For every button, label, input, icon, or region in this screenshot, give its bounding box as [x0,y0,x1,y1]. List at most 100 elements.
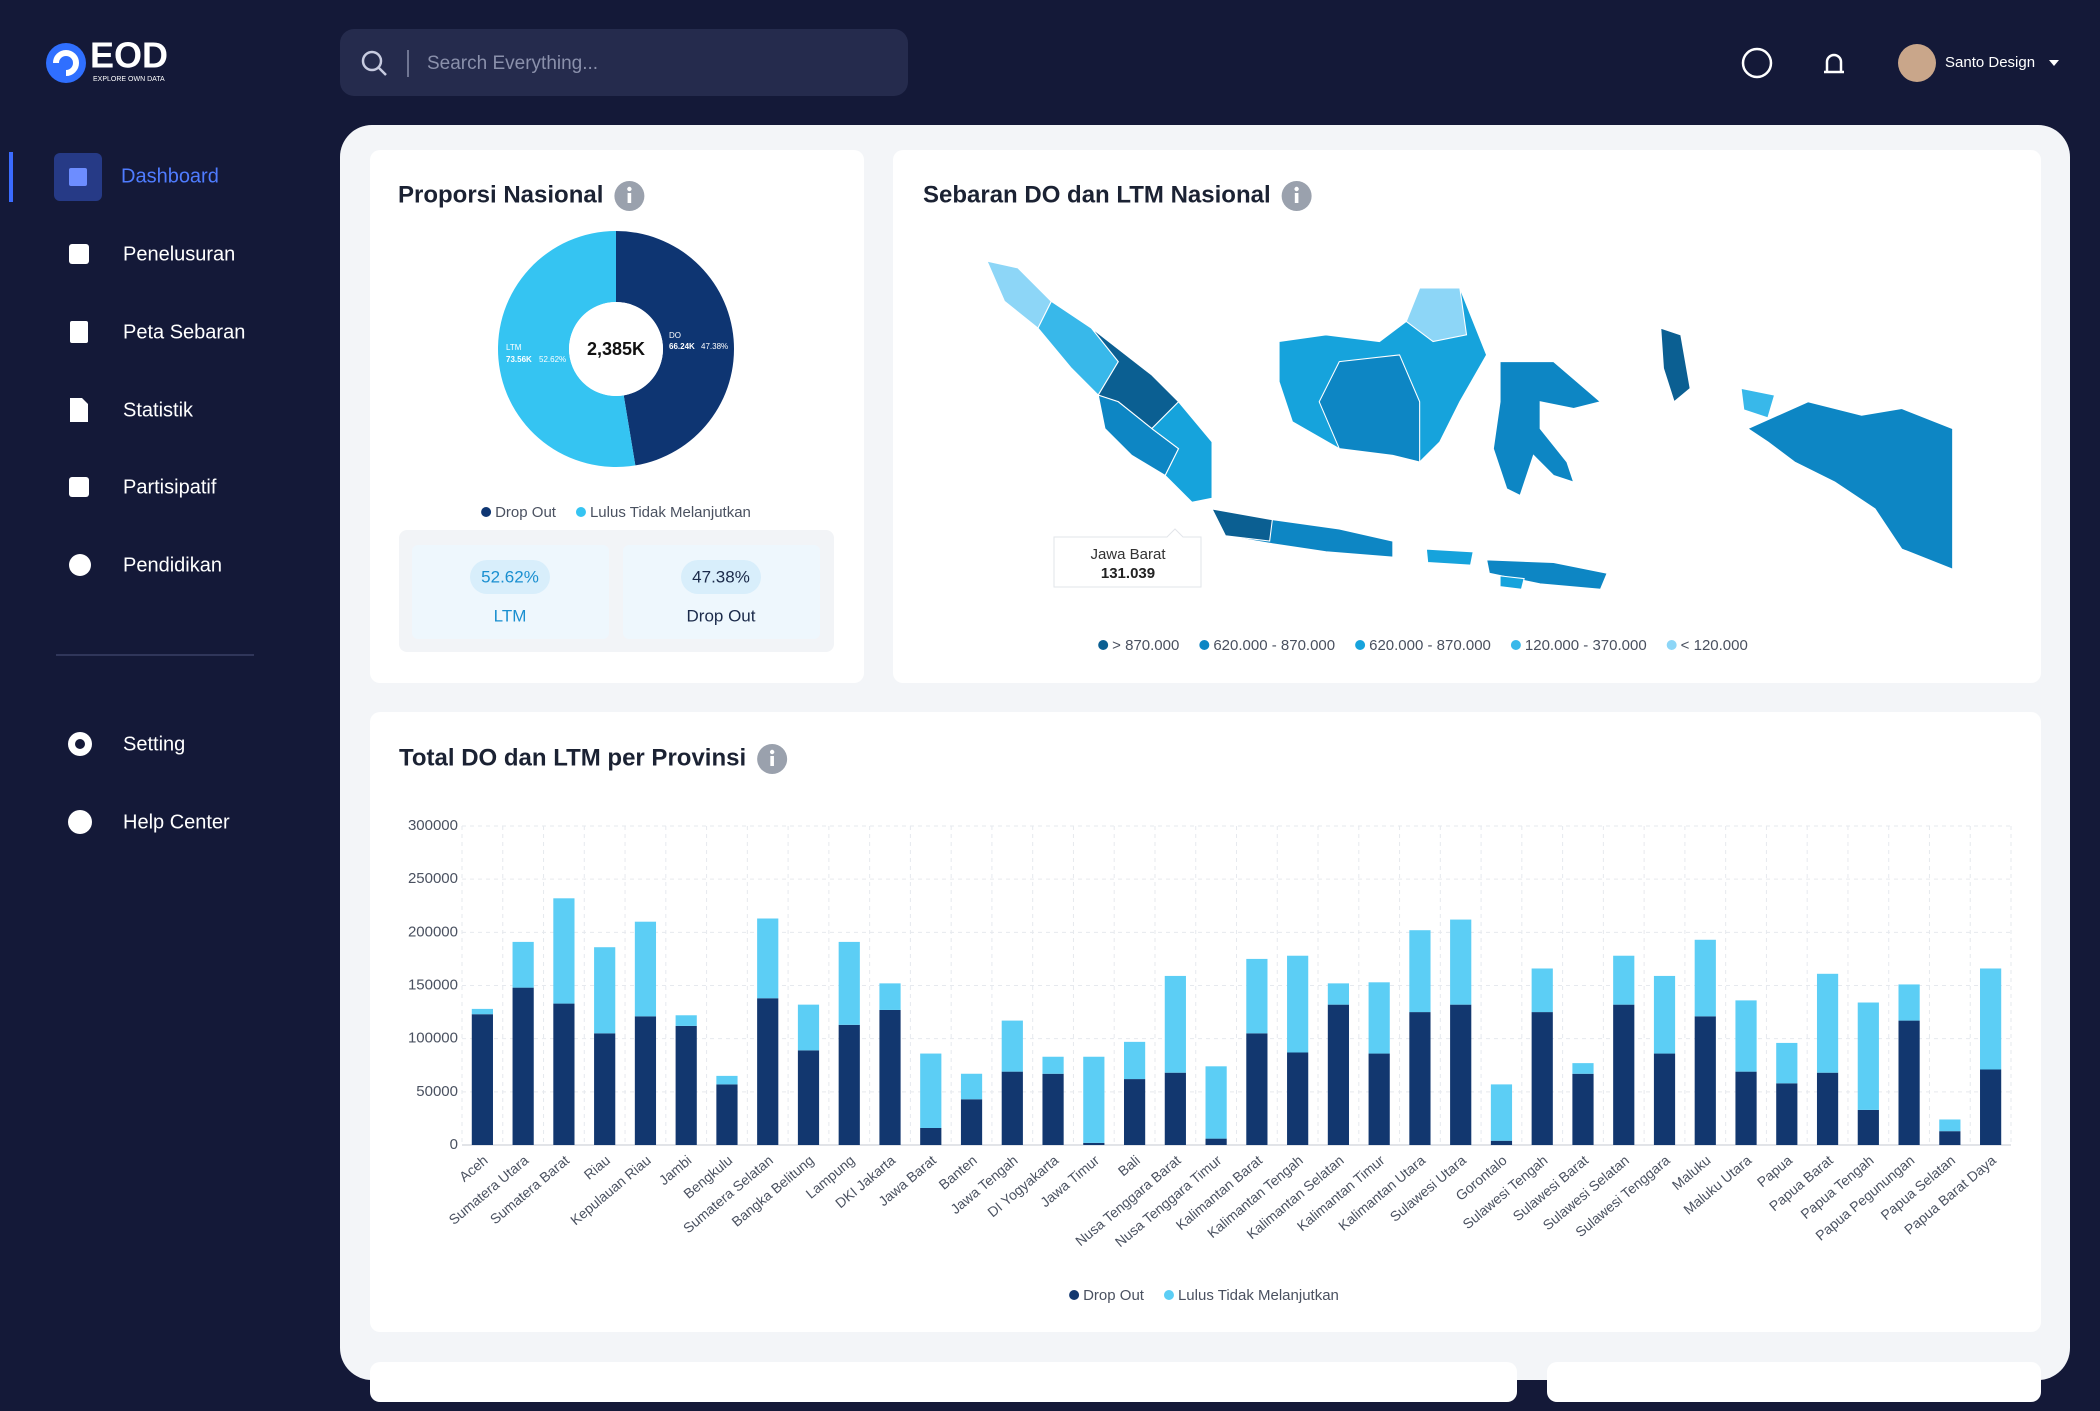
bar-segment [1816,973,1839,1073]
slice-percent: 47.38% [701,342,728,351]
slice-label: DO [669,331,681,340]
card [370,712,2041,1332]
bar-segment [1776,1042,1798,1084]
summary-value: 52.62% [481,567,539,586]
bar-segment [1164,975,1186,1073]
bar-segment [1123,1041,1146,1080]
nav-item[interactable]: Setting [123,733,185,755]
tooltip-label: Jawa Barat [1090,546,1166,563]
legend-row: Drop Out Lulus Tidak Melanjutkan [481,504,751,521]
legend-marker [1199,640,1210,650]
bar-segment [471,1014,493,1145]
search-box[interactable] [340,29,908,96]
legend-marker [1666,640,1677,650]
bar-segment [797,1004,820,1051]
bar-segment [1980,1069,2002,1145]
bar-segment [1694,1016,1716,1145]
user-name[interactable]: Santo Design [1945,54,2035,71]
bar-segment [879,1009,901,1145]
bar-segment [1327,983,1350,1005]
bar-segment [1042,1056,1064,1074]
donut-slice [497,231,636,467]
donut-center: 2,385K [587,339,645,359]
legend-label: Drop Out [1083,1287,1145,1304]
avatar[interactable] [1898,44,1936,82]
bar-segment [1327,1004,1350,1145]
nav-item[interactable]: Dashboard [121,165,219,187]
bar-segment [1450,1004,1472,1145]
legend-marker [1098,640,1109,650]
tooltip-value: 131.039 [1101,565,1155,582]
nav-item[interactable]: Pendidikan [123,554,222,576]
y-tick-label: 250000 [408,870,458,887]
card-title: Total DO dan LTM per Provinsi [399,744,746,771]
donut-slice [616,231,734,466]
bar-segment [1735,1000,1757,1072]
bar-segment [1613,1004,1635,1145]
bar-segment [1898,1020,1920,1145]
legend-label: Drop Out [495,504,557,521]
y-tick-label: 150000 [408,976,458,993]
legend-label: 620.000 - 870.000 [1369,637,1491,654]
bar-segment [757,998,779,1145]
bar-segment [594,1033,616,1145]
legend-marker [1163,1290,1174,1300]
summary-label: Drop Out [687,606,756,625]
bell-icon[interactable] [1824,53,1844,74]
bar-segment [1490,1140,1513,1145]
bar-segment [797,1050,820,1145]
donut-hole [569,302,663,396]
bar-segment [1572,1063,1594,1074]
bar-segment [634,1016,657,1145]
bar-segment [1939,1131,1961,1145]
bar-segment [1123,1079,1146,1145]
bar-segment [1980,968,2002,1070]
y-tick-label: 300000 [408,817,458,834]
bar-segment [1042,1073,1064,1145]
bar-segment [634,921,657,1017]
pill [681,560,761,594]
bar-segment [1653,975,1676,1054]
bar-segment [1898,984,1920,1021]
active-indicator [9,152,13,202]
donut [497,231,734,467]
y-tick-label: 100000 [408,1030,458,1047]
bar-segment [757,918,779,999]
nav-item[interactable]: Peta Sebaran [123,321,245,343]
bar-segment [1246,958,1268,1034]
nav-item[interactable]: Partisipatif [123,476,217,498]
search-placeholder: Search Everything... [427,53,598,74]
nav-item[interactable]: Help Center [123,811,230,833]
slice-label: LTM [506,343,522,352]
nav-item[interactable]: Penelusuran [123,243,235,265]
bar-segment [1164,1072,1186,1145]
info-glyph [770,756,774,766]
bar-segment [1287,955,1309,1053]
card-title: Sebaran DO dan LTM Nasional [923,181,1271,208]
legend-marker [575,507,586,517]
map [986,260,1954,590]
nav-item[interactable]: Statistik [123,399,194,421]
bar-segment [1653,1053,1676,1145]
legend-marker [481,507,492,517]
slice-percent: 52.62% [539,355,566,364]
y-tick-label: 200000 [408,923,458,940]
bar-segment [960,1099,983,1145]
bar-segment [553,898,575,1004]
bar-segment [1816,1072,1839,1145]
bar-segment [553,1003,575,1145]
summary-value: 47.38% [692,567,750,586]
chat-icon[interactable] [1741,47,1773,79]
info-glyph [627,186,632,192]
caret[interactable] [2049,60,2059,66]
brand-tagline: EXPLORE OWN DATA [93,76,165,83]
legend-row: > 870.000 620.000 - 870.000 620.000 - 870.… [1098,637,1748,654]
legend-row: Drop Out Lulus Tidak Melanjutkan [1069,1287,1339,1304]
legend-label: Lulus Tidak Melanjutkan [1178,1287,1339,1304]
bar-segment [1409,930,1431,1013]
card-title: Proporsi Nasional [398,181,603,208]
bar-segment [1490,1084,1513,1141]
legend: Drop Out Lulus Tidak Melanjutkan [481,504,751,521]
tooltip [1053,528,1202,588]
